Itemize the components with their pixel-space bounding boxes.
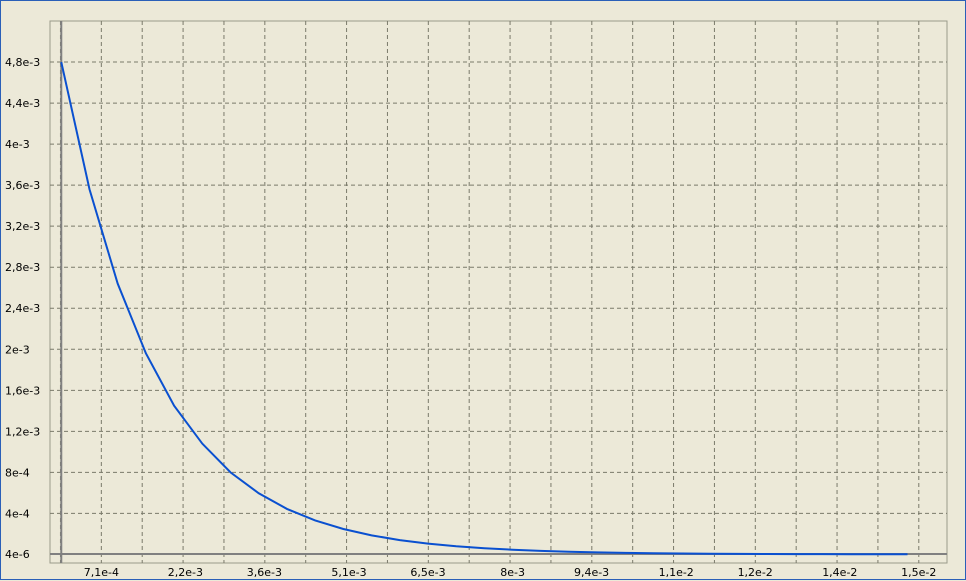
- y-tick-label: 3,2e-3: [5, 220, 40, 233]
- y-tick-label: 8e-4: [5, 466, 30, 479]
- y-tick-label: 2e-3: [5, 343, 30, 356]
- x-tick-label: 8e-3: [500, 566, 525, 579]
- plot-area: [49, 20, 948, 564]
- y-tick-label: 4,4e-3: [5, 97, 40, 110]
- y-tick-label: 1,6e-3: [5, 384, 40, 397]
- x-tick-label: 1,4e-2: [822, 566, 857, 579]
- y-tick-label: 1,2e-3: [5, 425, 40, 438]
- x-tick-label: 1,2e-2: [738, 566, 773, 579]
- x-tick-label: 9,4e-3: [574, 566, 609, 579]
- y-tick-label: 2,8e-3: [5, 261, 40, 274]
- x-tick-label: 1,5e-2: [901, 566, 936, 579]
- x-tick-label: 1,1e-2: [659, 566, 694, 579]
- y-tick-label: 4e-6: [5, 548, 30, 561]
- x-tick-label: 2,2e-3: [168, 566, 203, 579]
- x-tick-label: 7,1e-4: [84, 566, 119, 579]
- series-line: [60, 61, 908, 556]
- y-tick-label: 4e-4: [5, 507, 30, 520]
- y-tick-label: 4e-3: [5, 138, 30, 151]
- x-tick-label: 5,1e-3: [331, 566, 366, 579]
- x-tick-label: 6,5e-3: [410, 566, 445, 579]
- tick-labels: 7,1e-4 2,2e-3 3,6e-3 5,1e-3 6,5e-3 8e-3 9,4e-3…: [5, 56, 936, 579]
- series-layer: [60, 61, 908, 556]
- axes: [50, 21, 947, 563]
- y-tick-label: 2,4e-3: [5, 302, 40, 315]
- y-tick-label: 3,6e-3: [5, 179, 40, 192]
- grid: [49, 20, 948, 564]
- x-tick-label: 3,6e-3: [247, 566, 282, 579]
- y-tick-label: 4,8e-3: [5, 56, 40, 69]
